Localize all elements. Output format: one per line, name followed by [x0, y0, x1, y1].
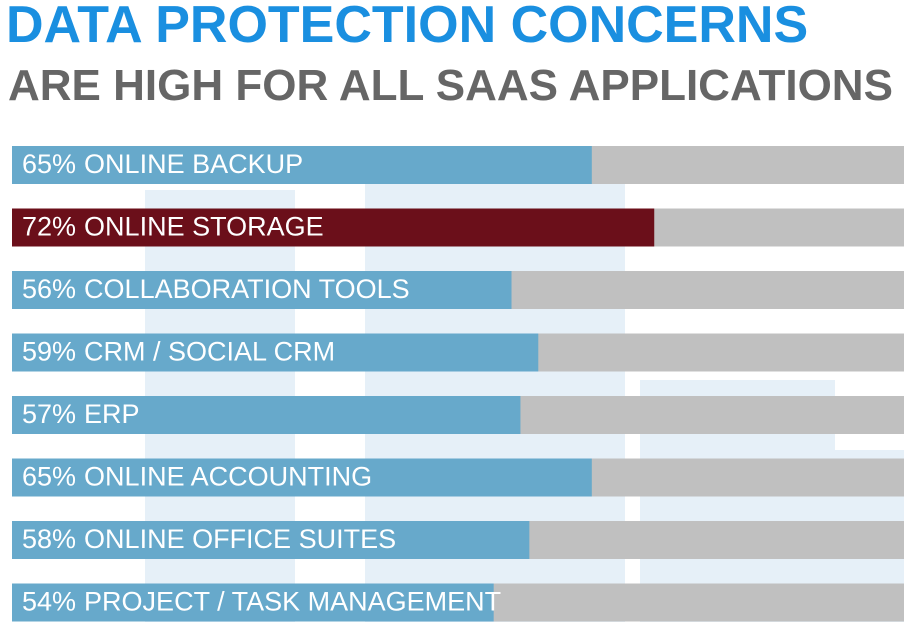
bar-label: 65% ONLINE ACCOUNTING	[22, 462, 372, 492]
bar-label: 58% ONLINE OFFICE SUITES	[22, 524, 396, 554]
value-label: 56%	[22, 274, 76, 304]
bar-label: 56% COLLABORATION TOOLS	[22, 274, 410, 304]
chart-subtitle: ARE HIGH FOR ALL SAAS APPLICATIONS	[8, 61, 893, 110]
bar	[12, 146, 592, 184]
category-label: CRM / SOCIAL CRM	[84, 337, 335, 367]
category-label: COLLABORATION TOOLS	[84, 274, 410, 304]
bar	[12, 583, 494, 622]
category-label: ONLINE BACKUP	[84, 149, 303, 179]
value-label: 72%	[22, 212, 76, 242]
category-label: ONLINE STORAGE	[84, 212, 324, 242]
chart-title: DATA PROTECTION CONCERNS	[6, 0, 808, 54]
bar	[12, 271, 512, 309]
bar-label: 54% PROJECT / TASK MANAGEMENT	[22, 587, 501, 617]
bar	[12, 458, 592, 497]
category-label: ONLINE OFFICE SUITES	[84, 524, 396, 554]
value-label: 65%	[22, 149, 76, 179]
bar	[12, 208, 655, 247]
bar-label: 72% ONLINE STORAGE	[22, 212, 324, 242]
bar-label: 65% ONLINE BACKUP	[22, 149, 303, 179]
bar-label: 57% ERP	[22, 399, 140, 429]
value-label: 57%	[22, 399, 76, 429]
value-label: 58%	[22, 524, 76, 554]
bar-label: 59% CRM / SOCIAL CRM	[22, 337, 335, 367]
value-label: 54%	[22, 587, 76, 617]
category-label: ERP	[84, 399, 140, 429]
value-label: 59%	[22, 337, 76, 367]
value-label: 65%	[22, 462, 76, 492]
bar	[12, 333, 539, 372]
category-label: ONLINE ACCOUNTING	[84, 462, 372, 492]
category-label: PROJECT / TASK MANAGEMENT	[84, 587, 501, 617]
bar	[12, 396, 521, 434]
bar	[12, 521, 530, 559]
